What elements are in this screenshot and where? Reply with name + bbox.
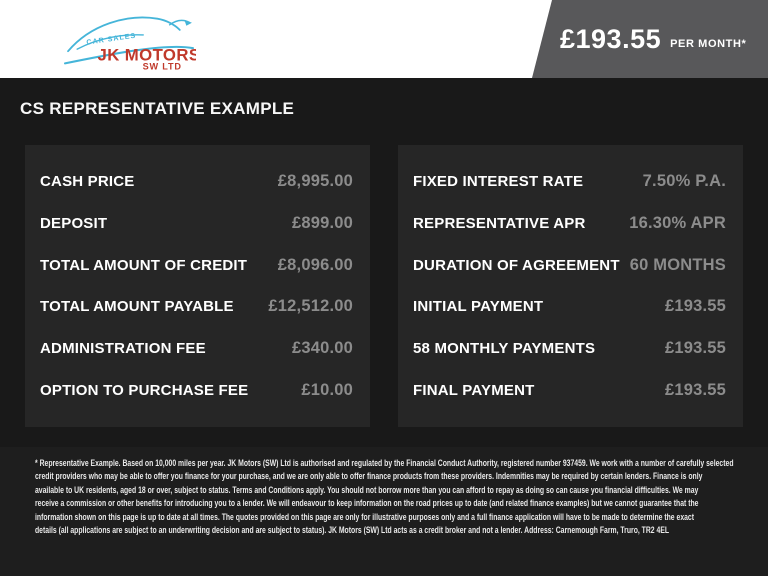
logo-car-bonnet [76,34,144,50]
finance-value: £8,995.00 [277,172,353,191]
finance-label: DURATION OF AGREEMENT [413,256,620,274]
finance-label: TOTAL AMOUNT OF CREDIT [40,256,248,274]
finance-panel-right: FIXED INTEREST RATE 7.50% P.A. REPRESENT… [398,145,743,427]
logo-car-roof [67,16,181,53]
footnote-line: receive a commission or other benefits f… [35,497,699,509]
table-row: FIXED INTEREST RATE 7.50% P.A. [413,161,726,203]
table-row: CASH PRICE £8,995.00 [40,161,353,203]
section-title: CS REPRESENTATIVE EXAMPLE [20,99,295,118]
finance-value: £12,512.00 [268,297,353,316]
finance-label: OPTION TO PURCHASE FEE [40,381,249,399]
car-logo-graphic: CAR SALES JK MOTORS SW LTD [64,16,200,71]
finance-label: DEPOSIT [40,215,108,232]
table-row: DEPOSIT £899.00 [40,203,353,245]
finance-value: £193.55 [664,380,726,399]
finance-label: FIXED INTEREST RATE [413,173,584,191]
footnote-line: * Representative Example. Based on 10,00… [35,457,734,468]
finance-panels: CASH PRICE £8,995.00 DEPOSIT £899.00 TOT… [25,145,743,427]
finance-label: CASH PRICE [40,173,135,191]
finance-value: £10.00 [301,380,353,399]
header-bar: CAR SALES JK MOTORS SW LTD £193.55 PER M… [0,0,768,78]
table-row: REPRESENTATIVE APR 16.30% APR [413,203,726,245]
footnote-line: available to UK residents, aged 18 or ov… [35,483,699,495]
table-row: TOTAL AMOUNT OF CREDIT £8,096.00 [40,244,353,286]
finance-value: £193.55 [664,339,726,358]
representative-example-section: CS REPRESENTATIVE EXAMPLE CASH PRICE £8,… [0,78,768,447]
logo-suffix-text: SW LTD [143,61,182,71]
logo-swoosh-bottom [64,45,194,65]
finance-value: 7.50% P.A. [642,172,726,191]
logo-flick-arrow [184,19,192,26]
footnote-line: details (all applications are subject to… [35,524,670,536]
table-row: OPTION TO PURCHASE FEE £10.00 [40,369,353,411]
finance-label: REPRESENTATIVE APR [413,215,586,232]
finance-value: £193.55 [664,297,726,316]
finance-label: 58 MONTHLY PAYMENTS [413,340,596,358]
table-row: INITIAL PAYMENT £193.55 [413,286,726,328]
table-row: FINAL PAYMENT £193.55 [413,369,726,411]
table-row: TOTAL AMOUNT PAYABLE £12,512.00 [40,286,353,328]
finance-value: 16.30% APR [629,214,726,232]
finance-value: £340.00 [291,339,353,358]
finance-label: FINAL PAYMENT [413,381,535,399]
finance-value: £899.00 [291,214,353,232]
finance-label: TOTAL AMOUNT PAYABLE [40,298,234,316]
monthly-price-flag: £193.55 PER MONTH* [532,0,768,78]
footnote-line: credit providers who may be able to offe… [35,470,703,482]
logo-tagline-text: CAR SALES [86,32,137,47]
logo-name-text: JK MOTORS [98,45,196,64]
footnote-line: information shown on this page is up to … [35,510,695,522]
finance-panel-left: CASH PRICE £8,995.00 DEPOSIT £899.00 TOT… [25,145,370,427]
finance-value: 60 MONTHS [629,255,726,274]
finance-label: INITIAL PAYMENT [413,298,544,316]
dealer-logo[interactable]: CAR SALES JK MOTORS SW LTD [64,6,200,72]
monthly-price-amount: £193.55 [560,23,662,54]
finance-value: £8,096.00 [277,255,353,274]
monthly-price-period: PER MONTH* [670,37,747,50]
finance-label: ADMINISTRATION FEE [40,340,206,358]
table-row: 58 MONTHLY PAYMENTS £193.55 [413,328,726,370]
representative-example-disclaimer: * Representative Example. Based on 10,00… [0,447,768,576]
table-row: ADMINISTRATION FEE £340.00 [40,328,353,370]
table-row: DURATION OF AGREEMENT 60 MONTHS [413,244,726,286]
